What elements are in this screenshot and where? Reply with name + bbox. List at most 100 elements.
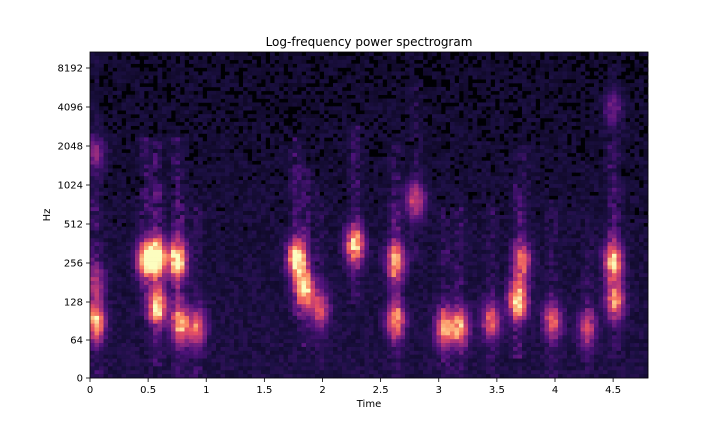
- spectrogram-cell: [211, 71, 217, 76]
- spectrogram-cell: [198, 164, 203, 169]
- spectrogram-cell: [499, 117, 505, 123]
- spectrogram-cell: [409, 102, 415, 107]
- spectrogram-cell: [94, 117, 100, 123]
- spectrogram-cell: [292, 215, 298, 220]
- spectrogram-cell: [238, 160, 244, 165]
- spectrogram-cell: [553, 230, 559, 235]
- spectrogram-cell: [279, 156, 284, 161]
- spectrogram-cell: [256, 71, 262, 76]
- spectrogram-cell: [418, 183, 424, 189]
- spectrogram-cell: [90, 199, 95, 204]
- spectrogram-cell: [621, 145, 626, 150]
- spectrogram-cell: [400, 203, 406, 208]
- spectrogram-cell: [607, 141, 613, 146]
- spectrogram-cell: [477, 75, 482, 80]
- spectrogram-cell: [139, 168, 145, 173]
- spectrogram-cell: [544, 234, 550, 239]
- spectrogram-cell: [477, 149, 482, 154]
- spectrogram-cell: [625, 133, 631, 138]
- spectrogram-cell: [103, 199, 109, 204]
- spectrogram-cell: [216, 83, 221, 88]
- spectrogram-cell: [369, 117, 374, 123]
- spectrogram-cell: [103, 141, 109, 146]
- spectrogram-cell: [540, 71, 545, 76]
- spectrogram-cell: [211, 215, 217, 220]
- spectrogram-cell: [580, 218, 586, 224]
- spectrogram-cell: [301, 141, 307, 146]
- spectrogram-cell: [229, 98, 235, 103]
- spectrogram-cell: [112, 195, 118, 200]
- spectrogram-cell: [598, 59, 604, 64]
- spectrogram-cell: [603, 117, 608, 123]
- spectrogram-cell: [594, 86, 599, 92]
- spectrogram-cell: [256, 156, 262, 161]
- spectrogram-cell: [193, 168, 199, 173]
- spectrogram-cell: [468, 110, 473, 115]
- spectrogram-cell: [189, 90, 194, 95]
- spectrogram-cell: [283, 52, 289, 57]
- spectrogram-cell: [445, 164, 451, 169]
- spectrogram-cell: [612, 83, 617, 88]
- spectrogram-cell: [486, 164, 491, 169]
- spectrogram-cell: [315, 152, 320, 158]
- spectrogram-cell: [594, 59, 599, 64]
- spectrogram-cell: [472, 199, 478, 204]
- spectrogram-cell: [351, 199, 356, 204]
- spectrogram-cell: [234, 52, 239, 57]
- spectrogram-cell: [126, 191, 131, 196]
- spectrogram-cell: [342, 207, 347, 212]
- spectrogram-cell: [576, 187, 581, 193]
- spectrogram-cell: [171, 164, 176, 169]
- spectrogram-cell: [558, 168, 563, 173]
- spectrogram-cell: [405, 183, 410, 189]
- spectrogram-cell: [94, 98, 100, 103]
- spectrogram-cell: [279, 152, 284, 158]
- spectrogram-cell: [634, 121, 640, 127]
- spectrogram-cell: [310, 117, 316, 123]
- spectrogram-cell: [630, 215, 635, 220]
- spectrogram-cell: [108, 195, 113, 200]
- spectrogram-cell: [108, 67, 113, 72]
- spectrogram-cell: [256, 218, 262, 224]
- spectrogram-cell: [108, 156, 113, 161]
- spectrogram-cell: [324, 156, 329, 161]
- spectrogram-cell: [346, 141, 352, 146]
- spectrogram-cell: [112, 125, 118, 130]
- spectrogram-cell: [607, 215, 613, 220]
- spectrogram-cell: [189, 133, 194, 138]
- spectrogram-cell: [540, 187, 545, 193]
- spectrogram-cell: [135, 117, 140, 123]
- spectrogram-cell: [288, 164, 293, 169]
- spectrogram-cell: [252, 63, 257, 68]
- spectrogram-cell: [454, 187, 460, 193]
- spectrogram-cell: [297, 55, 302, 61]
- spectrogram-cell: [405, 79, 410, 84]
- spectrogram-cell: [144, 117, 149, 123]
- spectrogram-cell: [504, 67, 509, 72]
- spectrogram-cell: [522, 145, 527, 150]
- spectrogram-cell: [603, 164, 608, 169]
- spectrogram-cell: [274, 207, 280, 212]
- spectrogram-cell: [157, 152, 163, 158]
- spectrogram-cell: [603, 137, 608, 142]
- spectrogram-cell: [558, 207, 563, 212]
- spectrogram-cell: [562, 191, 568, 196]
- spectrogram-cell: [94, 137, 100, 142]
- spectrogram-cell: [513, 145, 518, 150]
- spectrogram-cell: [243, 218, 248, 224]
- spectrogram-cell: [400, 63, 406, 68]
- spectrogram-cell: [409, 137, 415, 142]
- spectrogram-cell: [589, 63, 595, 68]
- spectrogram-cell: [468, 102, 473, 107]
- spectrogram-cell: [508, 79, 514, 84]
- spectrogram-cell: [414, 207, 419, 212]
- spectrogram-cell: [594, 137, 599, 142]
- spectrogram-cell: [90, 152, 95, 158]
- spectrogram-cell: [607, 172, 613, 177]
- spectrogram-cell: [256, 145, 262, 150]
- spectrogram-cell: [297, 156, 302, 161]
- spectrogram-cell: [432, 63, 437, 68]
- spectrogram-cell: [445, 133, 451, 138]
- spectrogram-cell: [607, 83, 613, 88]
- spectrogram-cell: [445, 149, 451, 154]
